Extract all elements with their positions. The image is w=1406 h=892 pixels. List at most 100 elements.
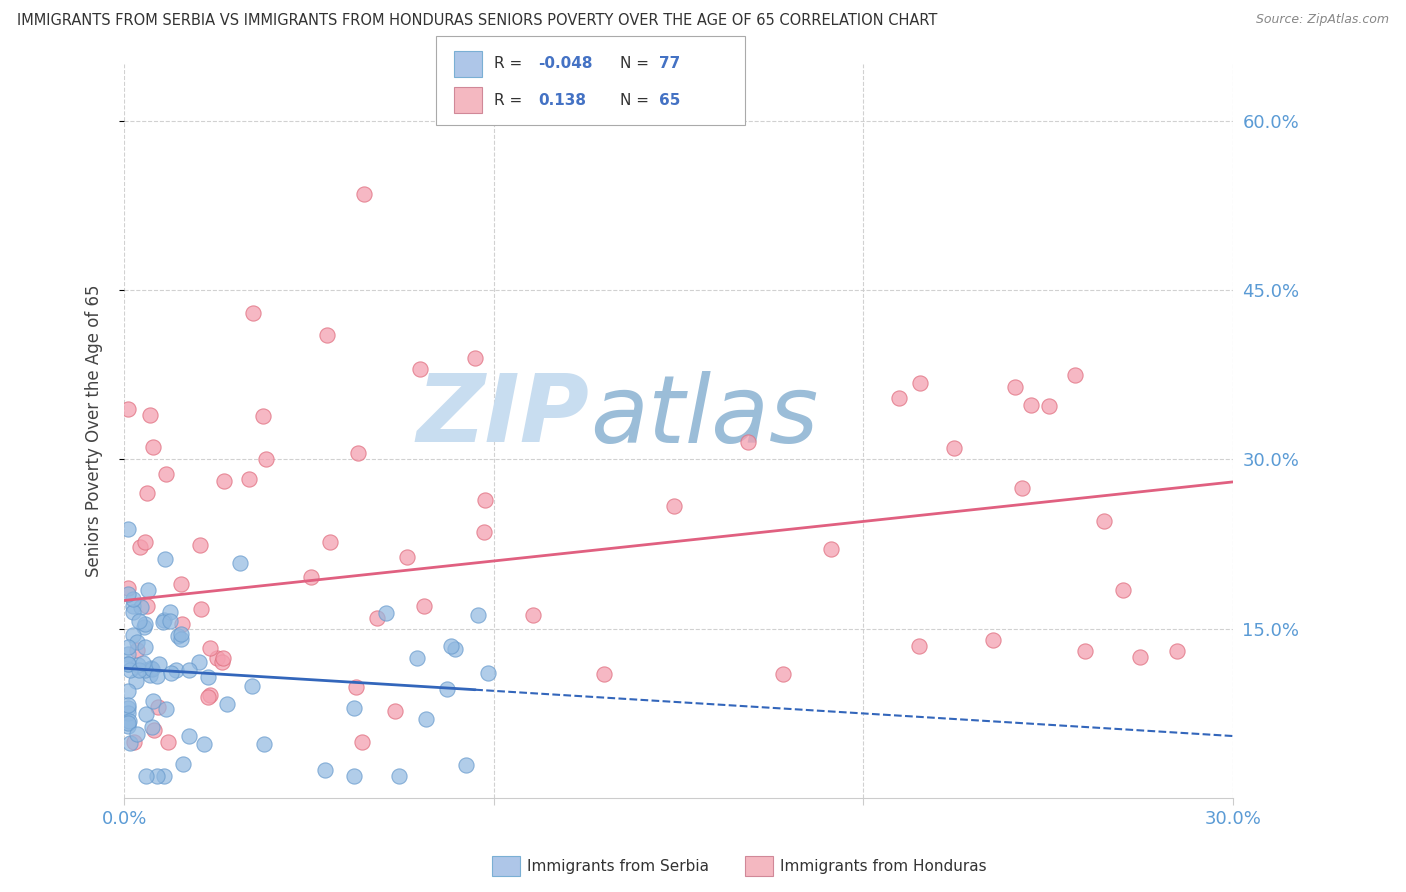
- Point: [142, 440, 165, 454]
- Point: [124, 674, 146, 689]
- Point: [664, 499, 686, 513]
- Point: [228, 556, 250, 570]
- Point: [907, 639, 929, 653]
- Point: [122, 734, 145, 748]
- Point: [117, 657, 139, 671]
- Point: [190, 602, 212, 616]
- Text: N =: N =: [620, 56, 650, 71]
- Point: [212, 474, 235, 488]
- Point: [117, 698, 139, 713]
- Point: [146, 768, 169, 782]
- Point: [134, 535, 156, 549]
- Text: ZIP: ZIP: [418, 370, 589, 462]
- Point: [1074, 644, 1097, 658]
- Point: [395, 549, 418, 564]
- Point: [197, 690, 219, 704]
- Point: [122, 627, 145, 641]
- Point: [211, 655, 233, 669]
- Point: [454, 757, 477, 772]
- Point: [141, 720, 163, 734]
- Text: 0.138: 0.138: [538, 93, 586, 108]
- Point: [1112, 582, 1135, 597]
- Point: [117, 683, 139, 698]
- Point: [413, 599, 436, 614]
- Point: [254, 451, 277, 466]
- Text: R =: R =: [494, 93, 527, 108]
- Point: [122, 591, 145, 606]
- Point: [117, 706, 139, 721]
- Point: [127, 634, 149, 648]
- Point: [159, 614, 181, 628]
- Point: [117, 587, 139, 601]
- Point: [125, 643, 148, 657]
- Point: [415, 712, 437, 726]
- Point: [134, 617, 156, 632]
- Text: Immigrants from Honduras: Immigrants from Honduras: [780, 859, 987, 873]
- Point: [129, 540, 152, 554]
- Text: atlas: atlas: [589, 371, 818, 462]
- Point: [125, 727, 148, 741]
- Point: [1038, 399, 1060, 413]
- Point: [477, 666, 499, 681]
- Point: [193, 738, 215, 752]
- Point: [153, 768, 176, 782]
- Point: [141, 661, 163, 675]
- Point: [146, 699, 169, 714]
- Point: [136, 486, 159, 500]
- Point: [155, 702, 177, 716]
- Point: [299, 570, 322, 584]
- Point: [143, 723, 166, 737]
- Point: [190, 538, 212, 552]
- Point: [134, 663, 156, 677]
- Point: [177, 663, 200, 677]
- Point: [188, 655, 211, 669]
- Point: [472, 525, 495, 540]
- Point: [117, 647, 139, 661]
- Text: N =: N =: [620, 93, 650, 108]
- Point: [1166, 644, 1188, 658]
- Point: [215, 697, 238, 711]
- Text: 77: 77: [659, 56, 681, 71]
- Point: [737, 434, 759, 449]
- Point: [253, 737, 276, 751]
- Point: [522, 608, 544, 623]
- Point: [1129, 650, 1152, 665]
- Text: 65: 65: [659, 93, 681, 108]
- Point: [146, 668, 169, 682]
- Point: [343, 768, 366, 782]
- Point: [409, 362, 432, 376]
- Point: [117, 657, 139, 672]
- Point: [118, 663, 141, 677]
- Point: [159, 605, 181, 619]
- Point: [207, 651, 229, 665]
- Point: [212, 651, 235, 665]
- Point: [240, 679, 263, 693]
- Text: IMMIGRANTS FROM SERBIA VS IMMIGRANTS FROM HONDURAS SENIORS POVERTY OVER THE AGE : IMMIGRANTS FROM SERBIA VS IMMIGRANTS FRO…: [17, 13, 938, 29]
- Point: [366, 610, 388, 624]
- Point: [167, 629, 190, 643]
- Point: [436, 681, 458, 696]
- Point: [242, 305, 264, 319]
- Point: [1019, 398, 1042, 412]
- Point: [127, 657, 149, 672]
- Text: Immigrants from Serbia: Immigrants from Serbia: [527, 859, 709, 873]
- Point: [172, 616, 194, 631]
- Point: [160, 665, 183, 680]
- Text: -0.048: -0.048: [538, 56, 593, 71]
- Point: [1004, 380, 1026, 394]
- Point: [908, 376, 931, 390]
- Point: [156, 734, 179, 748]
- Point: [136, 599, 159, 613]
- Point: [117, 523, 139, 537]
- Point: [464, 351, 486, 365]
- Point: [444, 641, 467, 656]
- Point: [155, 551, 177, 566]
- Point: [165, 663, 187, 677]
- Point: [319, 535, 342, 549]
- Point: [887, 392, 910, 406]
- Point: [197, 670, 219, 684]
- Point: [117, 714, 139, 729]
- Point: [117, 719, 139, 733]
- Y-axis label: Seniors Poverty Over the Age of 65: Seniors Poverty Over the Age of 65: [86, 285, 103, 577]
- Point: [467, 607, 489, 622]
